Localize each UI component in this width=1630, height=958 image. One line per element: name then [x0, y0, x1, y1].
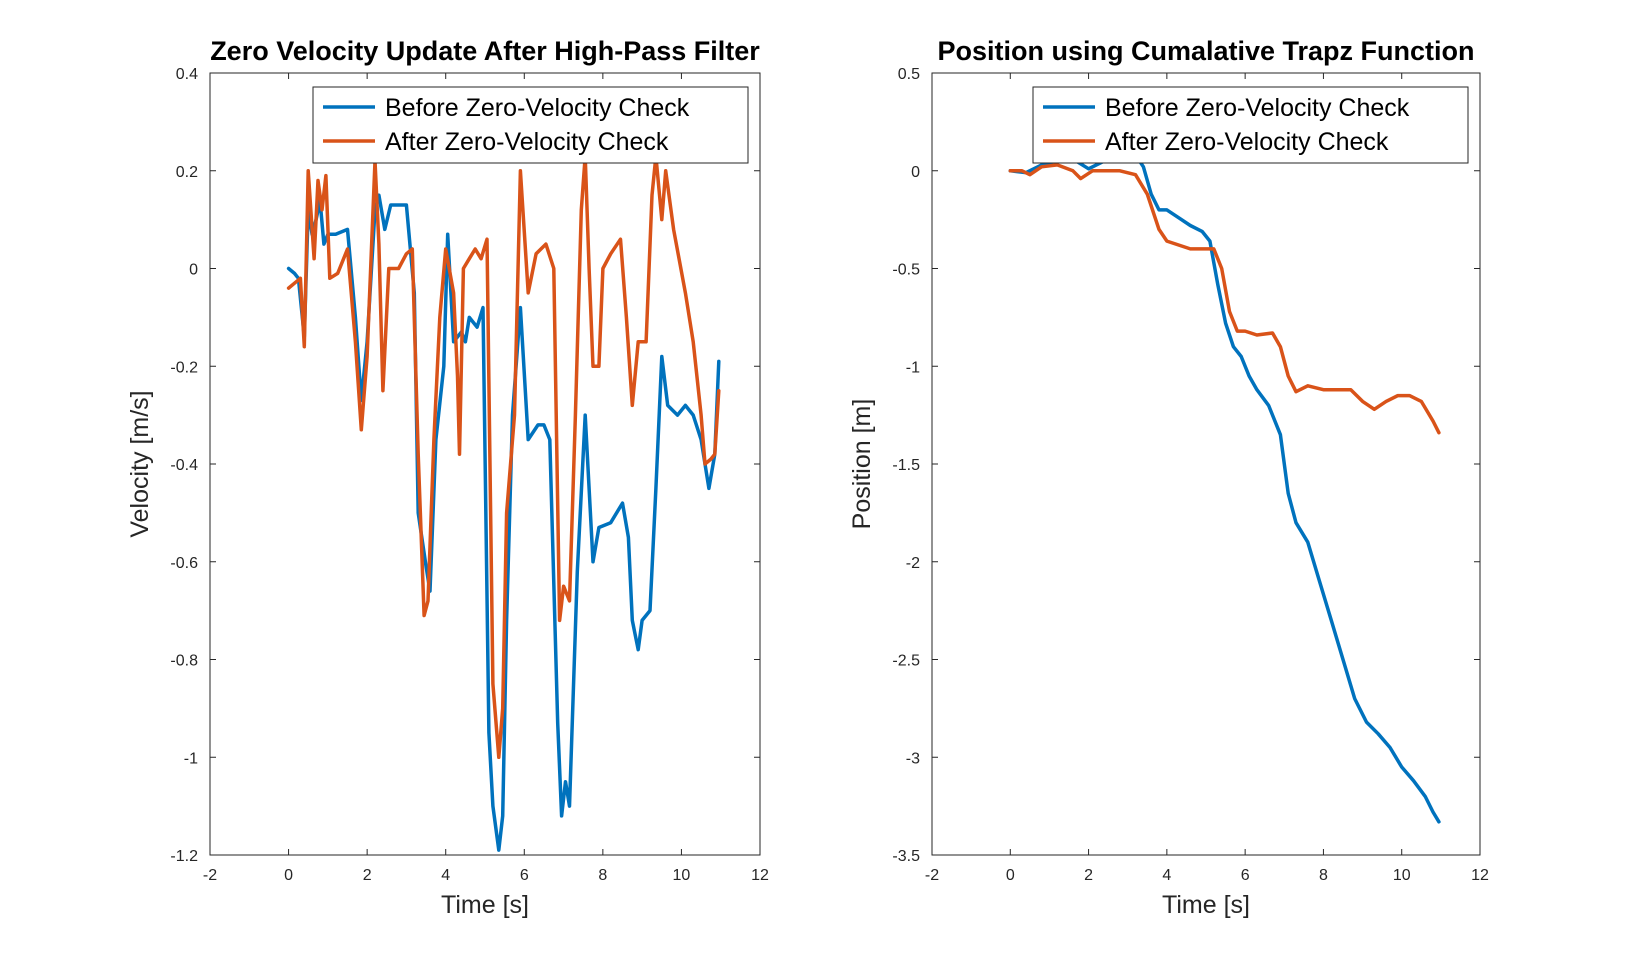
velocity-x-tick-label: 0 [284, 867, 293, 884]
position-series-before-line [1008, 153, 1441, 824]
velocity-y-axis-label: Velocity [m/s] [126, 390, 154, 537]
position-series-after-line [1008, 163, 1441, 435]
velocity-x-tick-label: -2 [203, 867, 217, 884]
position-x-tick-label: 4 [1162, 867, 1171, 884]
position-y-axis-label: Position [m] [848, 399, 876, 530]
position-y-tick-label: -3 [906, 750, 920, 767]
velocity-axes-frame [209, 72, 761, 856]
velocity-y-tick-label: 0.4 [176, 66, 198, 83]
velocity-x-tick-label: 6 [520, 867, 529, 884]
velocity-x-tick-label: 2 [363, 867, 372, 884]
position-x-axis-label: Time [s] [1162, 891, 1250, 919]
position-legend: Before Zero-Velocity Check After Zero-Ve… [1032, 86, 1469, 164]
position-y-tick-label: -3.5 [892, 848, 920, 865]
velocity-x-axis-label: Time [s] [441, 891, 529, 919]
position-legend-label-before: Before Zero-Velocity Check [1105, 94, 1410, 122]
velocity-y-tick-label: -0.8 [170, 653, 198, 670]
velocity-y-tick-label: 0.2 [176, 164, 198, 181]
position-axes-frame [931, 72, 1481, 856]
position-series-group [1008, 153, 1441, 824]
velocity-y-tick-label: -1.2 [170, 848, 198, 865]
position-y-tick-label: -0.5 [892, 262, 920, 279]
velocity-y-tick-label: 0 [189, 262, 198, 279]
position-y-tick-label: -2.5 [892, 653, 920, 670]
position-x-tick-label: 6 [1241, 867, 1250, 884]
position-y-tick-label: 0.5 [898, 66, 920, 83]
position-x-tick-label: 0 [1006, 867, 1015, 884]
velocity-legend-label-after: After Zero-Velocity Check [385, 128, 669, 156]
velocity-y-tick-label: -1 [184, 750, 198, 767]
velocity-axes: Zero Velocity Update After High-Pass Fil… [126, 36, 769, 919]
position-x-tick-label: 8 [1319, 867, 1328, 884]
position-tick-group: -2 0 2 4 6 8 10 12 -3.5 -3 -2.5 -2 -1.5 -1 -0.5 0 0.5 [892, 66, 1489, 884]
position-y-tick-label: 0 [911, 164, 920, 181]
velocity-y-tick-label: -0.6 [170, 555, 198, 572]
velocity-y-tick-label: -0.4 [170, 457, 198, 474]
velocity-series-after-line [286, 154, 721, 760]
position-legend-box [1032, 86, 1469, 164]
velocity-legend-box [312, 86, 749, 164]
velocity-series-group [286, 154, 721, 852]
velocity-chart-title: Zero Velocity Update After High-Pass Fil… [210, 36, 760, 66]
velocity-legend: Before Zero-Velocity Check After Zero-Ve… [312, 86, 749, 164]
position-axes: Position using Cumalative Trapz Function… [848, 36, 1489, 919]
position-x-tick-label: 10 [1393, 867, 1411, 884]
velocity-x-tick-label: 8 [598, 867, 607, 884]
velocity-x-tick-label: 4 [441, 867, 450, 884]
velocity-legend-label-before: Before Zero-Velocity Check [385, 94, 690, 122]
position-x-tick-label: 12 [1471, 867, 1489, 884]
position-y-tick-label: -1.5 [892, 457, 920, 474]
position-y-tick-label: -2 [906, 555, 920, 572]
position-x-tick-label: -2 [925, 867, 939, 884]
velocity-x-tick-label: 12 [751, 867, 769, 884]
position-chart-title: Position using Cumalative Trapz Function [937, 36, 1474, 66]
velocity-x-tick-label: 10 [673, 867, 691, 884]
position-y-tick-label: -1 [906, 359, 920, 376]
velocity-y-tick-label: -0.2 [170, 359, 198, 376]
velocity-series-before-line [286, 193, 721, 852]
position-x-tick-label: 2 [1084, 867, 1093, 884]
velocity-tick-group: -2 0 2 4 6 8 10 12 -1.2 -1 -0.8 -0.6 -0.4 -0.2 0 0.2 0.4 [170, 66, 769, 884]
position-legend-label-after: After Zero-Velocity Check [1105, 128, 1389, 156]
